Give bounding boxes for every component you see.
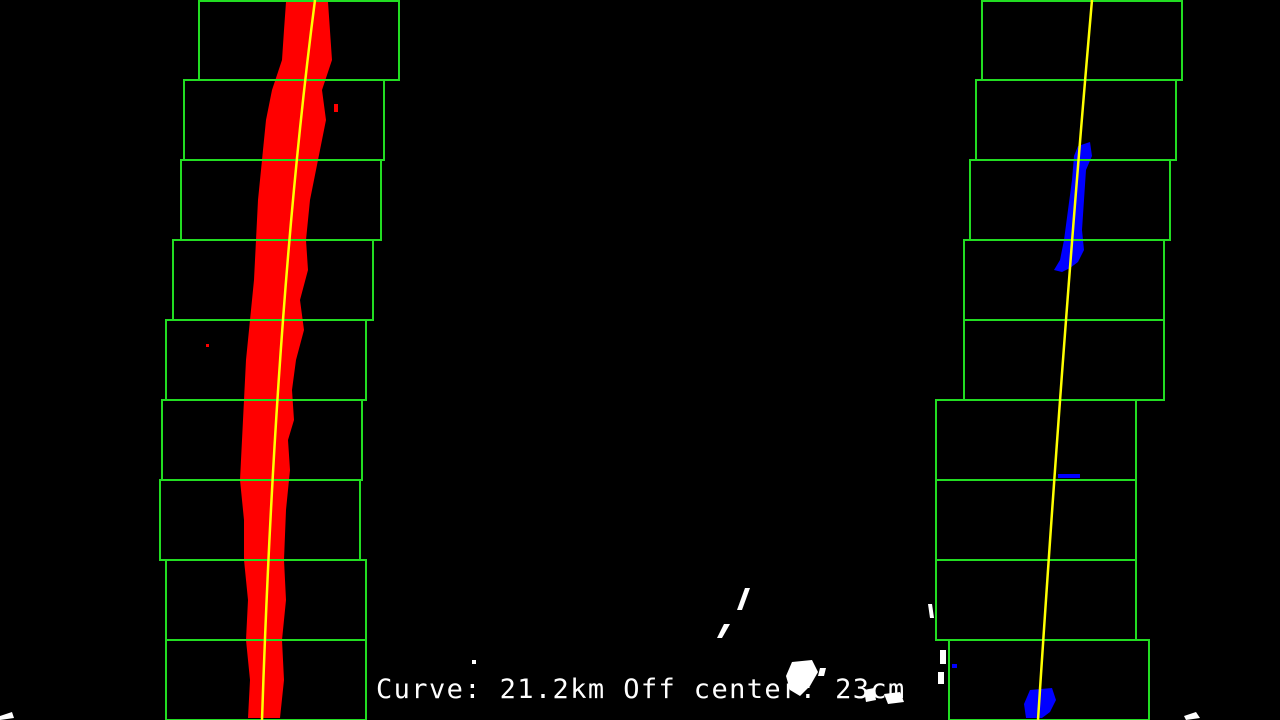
offset-value: 23cm: [835, 674, 906, 705]
curve-label: Curve:: [376, 674, 482, 705]
left-lane-speck: [206, 344, 209, 347]
curve-offset-readout: Curve: 21.2km Off center: 23cm: [376, 672, 906, 708]
left-lane-fit-line: [260, 0, 317, 720]
right-lane-speck: [952, 664, 957, 668]
curve-value: 21.2km: [499, 674, 606, 705]
right-lane-pixels: [1054, 142, 1092, 272]
right-window-8: [935, 559, 1137, 641]
right-lane-windows: [935, 0, 1183, 720]
left-lane-windows: [159, 0, 400, 720]
right-window-1: [981, 0, 1183, 81]
right-window-6: [935, 399, 1137, 481]
right-lane-fit-line: [1036, 0, 1094, 720]
left-lane-pixels: [240, 2, 332, 718]
right-window-9: [948, 639, 1150, 720]
right-window-7: [935, 479, 1137, 561]
right-window-2: [975, 79, 1177, 161]
left-lane-speck: [334, 104, 338, 112]
right-lane-pixels: [1058, 474, 1080, 478]
offset-label: Off center:: [623, 674, 818, 705]
noise-marks: [0, 588, 1200, 720]
